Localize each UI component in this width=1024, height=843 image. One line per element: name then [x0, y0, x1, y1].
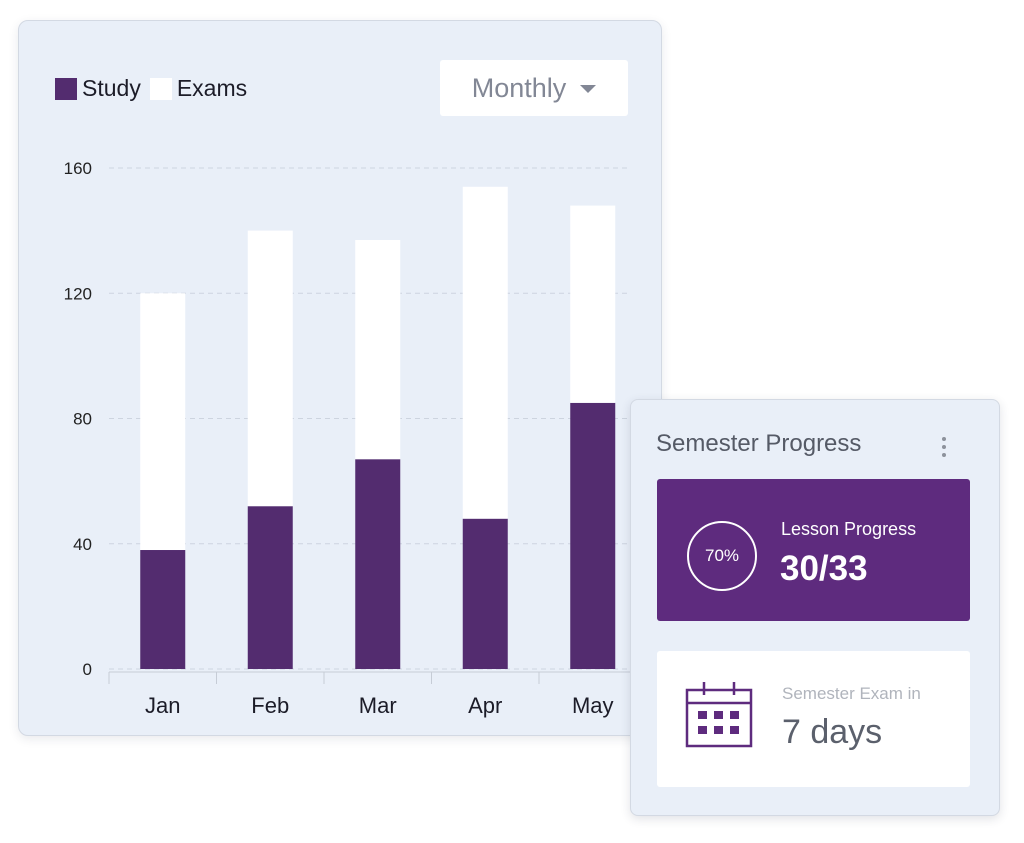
lesson-progress-label: Lesson Progress [781, 519, 917, 539]
bar-exams-may [570, 205, 616, 403]
y-tick-label: 0 [83, 660, 92, 679]
legend-item-exams: Exams [149, 75, 248, 102]
kebab-menu-icon[interactable] [938, 437, 950, 461]
x-tick-label: May [572, 693, 614, 718]
bar-study-apr [462, 518, 508, 669]
y-tick-label: 120 [64, 284, 92, 303]
chart-legend: Study Exams [55, 75, 256, 102]
calendar-icon [685, 682, 753, 748]
bar-exams-mar [355, 240, 401, 460]
legend-swatch-exams [149, 77, 172, 100]
exam-countdown-label: Semester Exam in [782, 684, 921, 703]
study-chart-card: 0 40 80 120 160 Jan Feb Mar Apr May Study Exams M… [18, 20, 662, 736]
x-tick-label: Apr [468, 693, 502, 718]
stacked-bar-chart: 0 40 80 120 160 Jan Feb Mar Apr May [64, 159, 649, 718]
x-tick-label: Jan [145, 693, 180, 718]
legend-label-exams: Exams [176, 75, 248, 101]
y-tick-label: 80 [73, 410, 92, 429]
bar-study-mar [355, 459, 401, 669]
bar-exams-jan [140, 293, 186, 551]
exam-countdown-panel: Semester Exam in 7 days [657, 651, 970, 787]
progress-ring-icon [687, 521, 757, 591]
legend-swatch-study [55, 77, 77, 100]
y-tick-label: 160 [64, 159, 92, 178]
semester-progress-card: Semester Progress 70% Lesson Progress 30… [630, 399, 1000, 816]
x-tick-label: Mar [359, 693, 397, 718]
bar-study-may [570, 402, 616, 669]
bar-study-jan [140, 550, 186, 669]
x-tick-label: Feb [251, 693, 289, 718]
lesson-progress-value: 30/33 [780, 549, 868, 588]
legend-item-study: Study [55, 75, 141, 102]
card-title: Semester Progress [656, 430, 862, 457]
exam-countdown-value: 7 days [782, 713, 883, 751]
legend-label-study: Study [82, 75, 141, 101]
bar-exams-feb [247, 230, 293, 507]
bar-exams-apr [462, 186, 508, 519]
bar-study-feb [247, 506, 293, 669]
y-tick-label: 40 [73, 535, 92, 554]
progress-percent: 70% [704, 546, 740, 565]
chevron-down-icon [580, 85, 597, 93]
lesson-progress-panel: 70% Lesson Progress 30/33 [657, 479, 970, 621]
period-dropdown-label: Monthly [471, 72, 567, 103]
period-dropdown[interactable]: Monthly [440, 60, 628, 116]
